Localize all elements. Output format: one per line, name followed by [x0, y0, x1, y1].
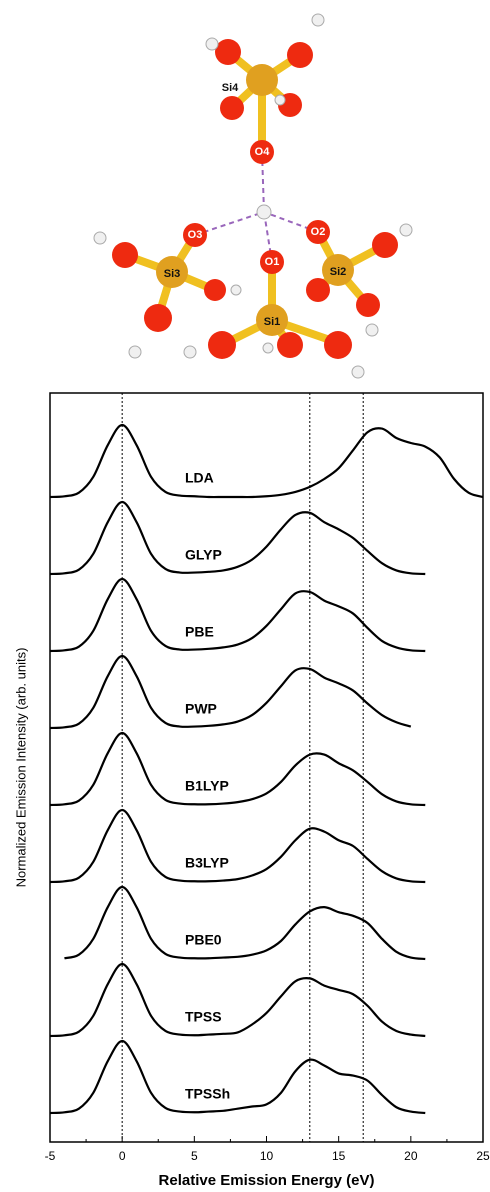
spectrum-line	[49, 808, 426, 884]
hydrogen-bonds	[194, 151, 319, 263]
x-tick-label: 10	[260, 1149, 274, 1163]
bonds	[121, 48, 389, 349]
spectrum-line	[49, 731, 426, 807]
series-label: PBE	[185, 624, 214, 640]
atom-label: Si4	[222, 82, 239, 94]
series-label: TPSS	[185, 1009, 222, 1025]
series-label: B1LYP	[185, 778, 229, 794]
series-label: TPSSh	[185, 1086, 230, 1102]
oxygen-atoms	[112, 39, 398, 359]
series-label: B3LYP	[185, 855, 229, 871]
series-label: PBE0	[185, 932, 222, 948]
spectrum-line	[49, 500, 426, 576]
atom-label: Si3	[164, 268, 181, 280]
atom-label: O2	[311, 226, 326, 238]
y-axis-label: Normalized Emission Intensity (arb. unit…	[13, 648, 28, 888]
atom-label: Si1	[264, 316, 281, 328]
x-tick-label: 25	[476, 1149, 490, 1163]
x-tick-label: 5	[191, 1149, 198, 1163]
atom-label: O4	[255, 146, 271, 158]
chart: -5 0 5 10 15 20 25 Relative Emission Energy (eV…	[13, 392, 490, 1189]
atom-label: O1	[265, 256, 280, 268]
spectrum-line	[49, 423, 484, 499]
series-label: PWP	[185, 701, 217, 717]
x-tick-label: -5	[45, 1149, 56, 1163]
x-axis-label: Relative Emission Energy (eV)	[159, 1172, 375, 1189]
hydrogen-atoms	[93, 13, 413, 379]
atom-label: Si2	[330, 266, 347, 278]
series-label: GLYP	[185, 547, 222, 563]
molecule: Si4 O4 O3 O2 O1 Si3 Si2 Si1	[93, 13, 413, 379]
spectrum-line	[49, 1039, 426, 1115]
spectrum-line	[49, 962, 426, 1038]
spectrum-line	[49, 577, 426, 653]
x-tick-label: 20	[404, 1149, 418, 1163]
plot-frame	[49, 392, 484, 1143]
atom-label: O3	[188, 229, 203, 241]
series-label: LDA	[185, 470, 214, 486]
silicon-atoms	[156, 64, 354, 336]
spectrum-line	[64, 885, 426, 961]
x-tick-label: 0	[119, 1149, 126, 1163]
x-tick-label: 15	[332, 1149, 346, 1163]
spectrum-line	[49, 654, 412, 730]
